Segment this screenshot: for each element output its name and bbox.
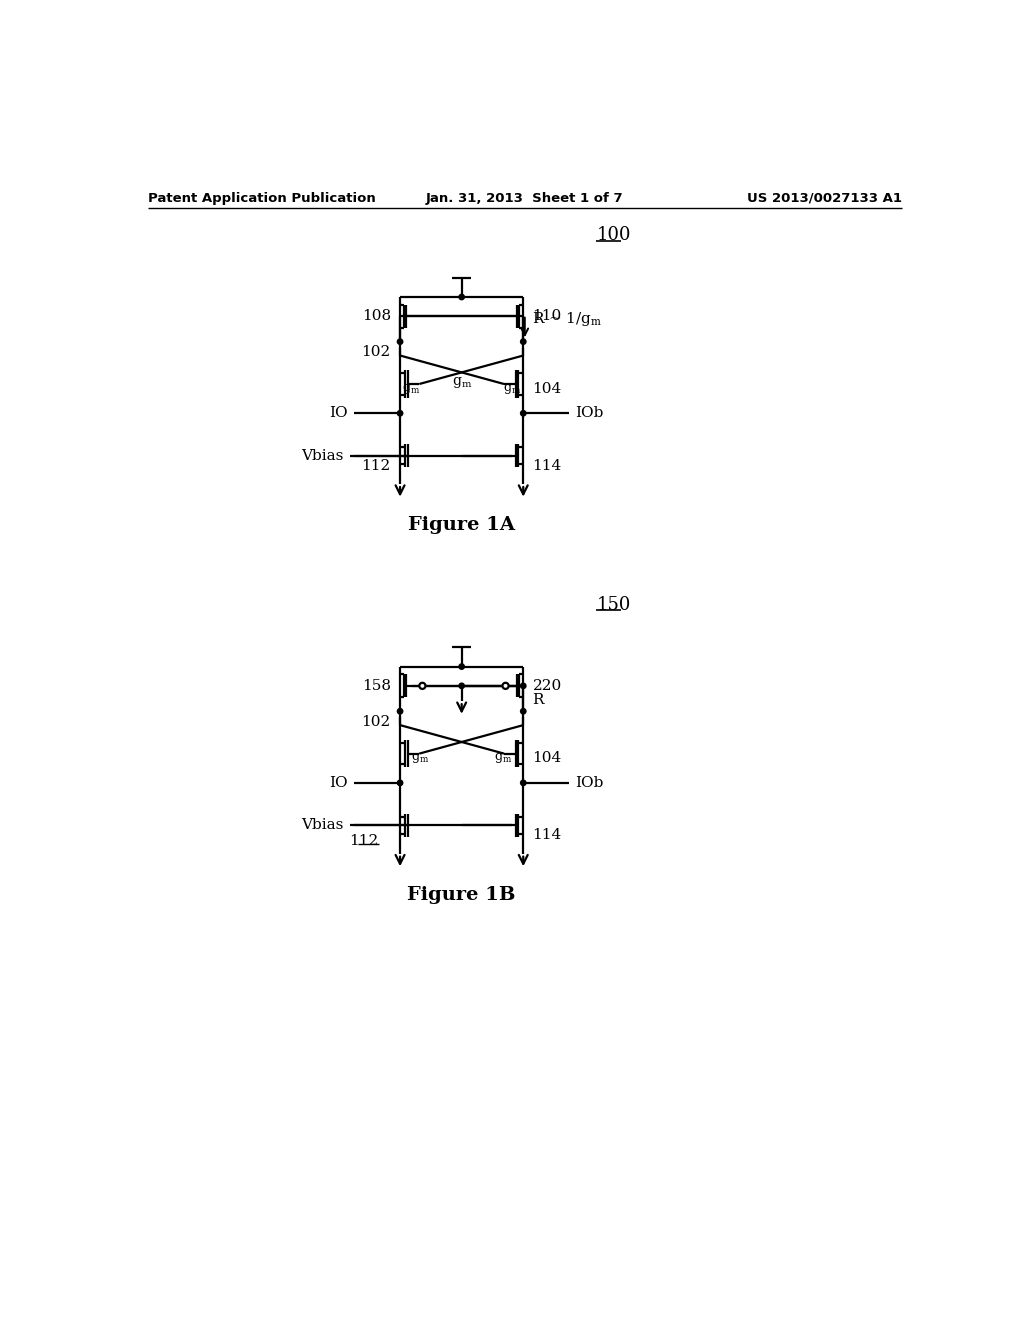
Text: 100: 100 (596, 227, 631, 244)
Text: Patent Application Publication: Patent Application Publication (147, 191, 375, 205)
Circle shape (520, 411, 526, 416)
Text: 158: 158 (361, 678, 391, 693)
Circle shape (520, 339, 526, 345)
Text: 110: 110 (532, 309, 562, 323)
Text: Figure 1A: Figure 1A (409, 516, 515, 533)
Circle shape (520, 780, 526, 785)
Text: R: R (532, 693, 544, 706)
Text: 108: 108 (361, 309, 391, 323)
Text: US 2013/0027133 A1: US 2013/0027133 A1 (748, 191, 902, 205)
Text: 114: 114 (532, 828, 562, 842)
Text: g$_\mathregular{m}$: g$_\mathregular{m}$ (411, 751, 429, 766)
Text: Vbias: Vbias (301, 818, 344, 832)
Text: Jan. 31, 2013  Sheet 1 of 7: Jan. 31, 2013 Sheet 1 of 7 (426, 191, 624, 205)
Text: Figure 1B: Figure 1B (408, 886, 516, 903)
Circle shape (397, 780, 402, 785)
Text: 112: 112 (349, 834, 379, 847)
Text: Vbias: Vbias (301, 449, 344, 462)
Text: IOb: IOb (575, 407, 604, 420)
Text: IOb: IOb (575, 776, 604, 789)
Text: g$_\mathregular{m}$: g$_\mathregular{m}$ (452, 375, 472, 389)
Text: 150: 150 (596, 597, 631, 614)
Circle shape (459, 294, 464, 300)
Text: IO: IO (329, 776, 348, 789)
Circle shape (459, 664, 464, 669)
Circle shape (520, 709, 526, 714)
Circle shape (503, 682, 509, 689)
Text: IO: IO (329, 407, 348, 420)
Text: R ~ 1/g$_\mathregular{m}$: R ~ 1/g$_\mathregular{m}$ (532, 310, 603, 327)
Text: 104: 104 (532, 381, 562, 396)
Text: 112: 112 (361, 458, 391, 473)
Text: 104: 104 (532, 751, 562, 766)
Circle shape (397, 709, 402, 714)
Circle shape (459, 684, 464, 689)
Text: g$_\mathregular{m}$: g$_\mathregular{m}$ (402, 381, 421, 396)
Circle shape (520, 684, 526, 689)
Text: 114: 114 (532, 458, 562, 473)
Circle shape (397, 339, 402, 345)
Text: 220: 220 (532, 678, 562, 693)
Circle shape (397, 411, 402, 416)
Text: 102: 102 (361, 715, 391, 729)
Text: g$_\mathregular{m}$: g$_\mathregular{m}$ (495, 751, 512, 766)
Text: g$_\mathregular{m}$: g$_\mathregular{m}$ (503, 381, 521, 396)
Circle shape (419, 682, 425, 689)
Text: 102: 102 (361, 346, 391, 359)
